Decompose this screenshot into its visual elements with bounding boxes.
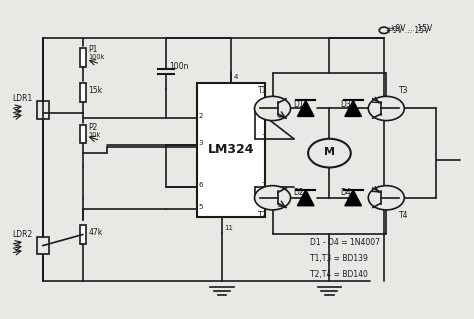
Text: D4: D4 xyxy=(340,189,351,197)
Text: 7: 7 xyxy=(262,182,266,188)
Text: LDR1: LDR1 xyxy=(12,94,32,103)
Text: LDR2: LDR2 xyxy=(12,230,32,239)
Text: +9V ... 15V: +9V ... 15V xyxy=(386,26,429,35)
Circle shape xyxy=(368,186,404,210)
Circle shape xyxy=(308,139,351,167)
FancyBboxPatch shape xyxy=(80,125,86,143)
Text: P1: P1 xyxy=(88,45,98,54)
Polygon shape xyxy=(298,100,314,116)
Text: T1: T1 xyxy=(258,86,268,95)
FancyBboxPatch shape xyxy=(37,237,49,255)
Circle shape xyxy=(368,96,404,121)
Polygon shape xyxy=(345,190,361,206)
Text: 47k: 47k xyxy=(88,228,102,237)
Text: LM324: LM324 xyxy=(208,144,255,156)
FancyBboxPatch shape xyxy=(37,101,49,119)
Text: 10k: 10k xyxy=(88,132,100,137)
Circle shape xyxy=(255,186,291,210)
Polygon shape xyxy=(345,100,361,116)
FancyBboxPatch shape xyxy=(80,83,86,102)
Text: P2: P2 xyxy=(88,123,98,132)
Text: T3: T3 xyxy=(399,86,409,95)
Text: D1: D1 xyxy=(293,100,303,109)
Text: 15k: 15k xyxy=(88,86,102,95)
Polygon shape xyxy=(298,190,314,206)
Text: D1 - D4 = 1N4007: D1 - D4 = 1N4007 xyxy=(310,238,381,247)
FancyBboxPatch shape xyxy=(197,83,265,217)
Text: T4: T4 xyxy=(399,211,409,220)
Text: D3: D3 xyxy=(340,100,351,109)
Text: +9V ... 15V: +9V ... 15V xyxy=(389,24,432,33)
Text: 2: 2 xyxy=(198,113,202,119)
Text: 100k: 100k xyxy=(88,55,105,60)
Text: 4: 4 xyxy=(233,74,237,80)
Text: M: M xyxy=(324,147,335,158)
Text: T1,T3 = BD139: T1,T3 = BD139 xyxy=(310,254,368,263)
Text: 11: 11 xyxy=(224,225,233,231)
Circle shape xyxy=(255,96,291,121)
Text: 1: 1 xyxy=(262,134,266,140)
Text: 3: 3 xyxy=(198,140,202,146)
Text: 5: 5 xyxy=(198,204,202,210)
Text: T2: T2 xyxy=(258,211,268,220)
Text: T2,T4 = BD140: T2,T4 = BD140 xyxy=(310,270,368,279)
FancyBboxPatch shape xyxy=(80,225,86,244)
Text: D2: D2 xyxy=(293,189,303,197)
Text: 100n: 100n xyxy=(170,62,189,71)
Circle shape xyxy=(379,27,389,33)
FancyBboxPatch shape xyxy=(80,48,86,67)
Text: 6: 6 xyxy=(198,182,202,188)
